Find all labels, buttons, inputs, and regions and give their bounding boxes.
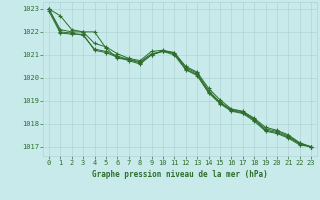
X-axis label: Graphe pression niveau de la mer (hPa): Graphe pression niveau de la mer (hPa) [92,170,268,179]
